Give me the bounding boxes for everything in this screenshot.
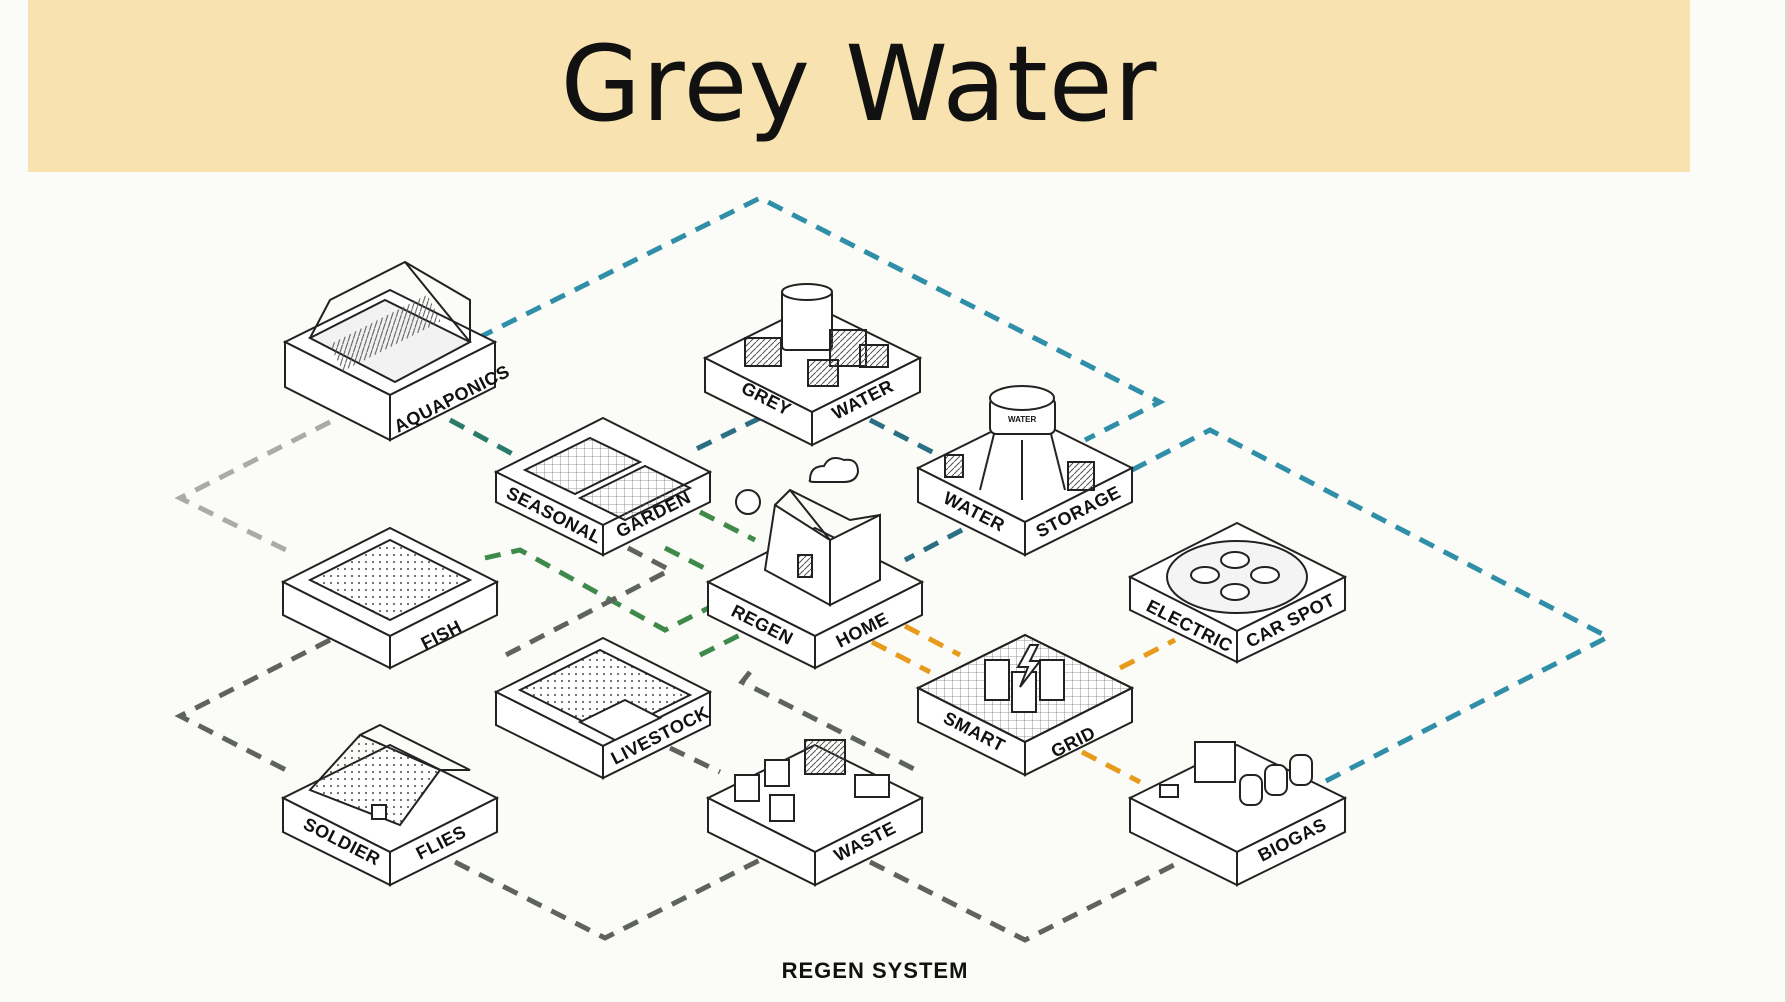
green-flow-garden-to-home [698, 509, 757, 543]
sun-icon [735, 489, 761, 515]
module-regen-home: REGEN HOME [705, 457, 925, 670]
grey-flow-aquaponics-to-fish [174, 419, 332, 555]
rain-cloud-icon [808, 457, 860, 483]
green-flow-fish-to-home [484, 547, 742, 633]
module-biogas: BIOGAS [1127, 741, 1348, 887]
teal-flow-greywater-to-storage [868, 417, 942, 459]
slide-edge-divider [1785, 0, 1787, 1002]
grey-flow-garden-to-livestock [498, 545, 676, 661]
module-seasonal-garden: SEASONAL GARDEN [493, 416, 713, 557]
orange-flow-grid-to-car [1118, 637, 1177, 671]
teal-flow-storage-to-home [903, 527, 964, 563]
water-tank-label: WATER [1008, 415, 1037, 424]
module-soldier-flies: SOLDIER FLIES [280, 723, 500, 887]
title-band: Grey Water [28, 0, 1690, 172]
lightning-bolt-icon [1016, 644, 1043, 688]
orange-flow-home-to-grid [903, 623, 962, 658]
module-smart-grid: SMART GRID [915, 633, 1135, 777]
module-aquaponics: AQUAPONICS [282, 260, 513, 442]
grey-flow-bottom-loop [453, 857, 762, 941]
green-flow-garden-to-home-2 [663, 545, 714, 575]
module-water-storage: WATER WATER STORAGE [915, 385, 1135, 557]
module-grey-water: GREY WATER [702, 283, 923, 447]
module-livestock: LIVESTOCK [493, 636, 712, 780]
grey-flow-home-to-waste [738, 670, 922, 775]
teal-flow-storage-to-biogas [1130, 427, 1614, 788]
module-fish: FISH [280, 526, 500, 670]
module-waste: WASTE [705, 739, 925, 887]
module-electric-car-spot: ELECTRIC CAR SPOT [1127, 521, 1348, 664]
orange-flow-grid-to-biogas [1080, 749, 1142, 785]
flow-lines [174, 195, 1614, 943]
slide-title: Grey Water [560, 23, 1158, 145]
grey-flow-fish-to-soldierflies [174, 637, 332, 775]
orange-flow-home-to-grid-2 [870, 639, 932, 675]
grey-flow-bottom-loop-right [868, 859, 1182, 943]
teal-flow-aquaponics-to-garden [448, 417, 522, 461]
diagram-caption: REGEN SYSTEM [781, 958, 969, 983]
teal-flow-greywater-to-garden [688, 415, 762, 455]
grey-flow-livestock-to-waste [668, 745, 722, 775]
